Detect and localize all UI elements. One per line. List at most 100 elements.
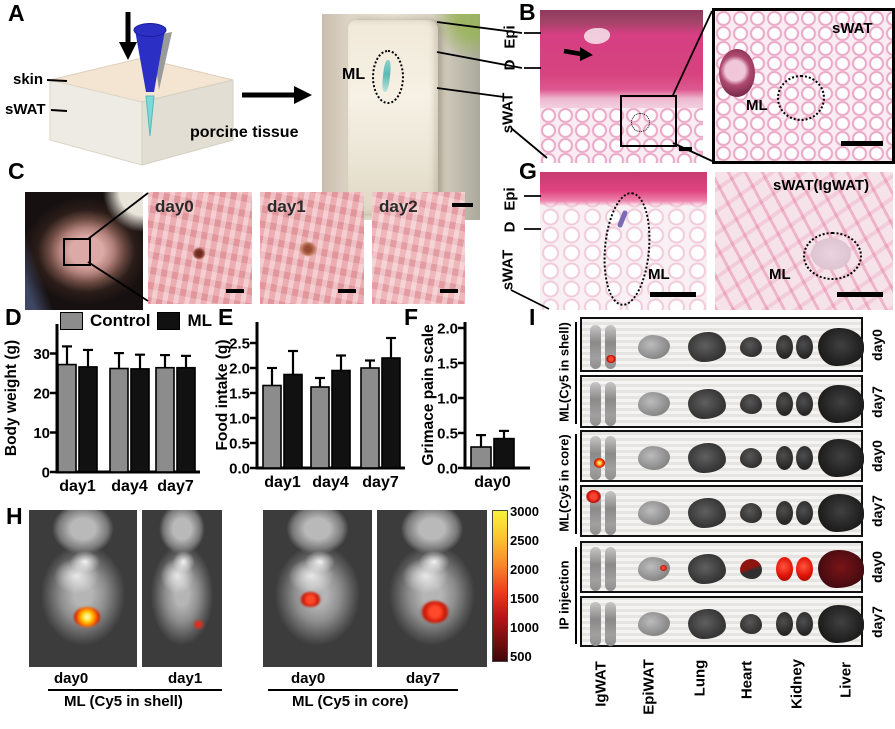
panel-c-label: C [8,158,25,184]
i-group-core-label: ML(Cy5 in core) [556,434,572,532]
organ-liver [818,327,864,366]
organ-kidney [776,446,814,470]
svg-text:day1: day1 [264,474,301,491]
tissue-schematic [46,12,312,166]
legend-swatch-ml [157,312,181,330]
svg-text:day7: day7 [362,474,399,491]
organ-lung [688,388,726,419]
skin-closeup-day0: day0 [148,192,252,304]
svg-text:2.0: 2.0 [229,361,250,378]
svg-text:0.0: 0.0 [437,461,458,478]
day0-label: day0 [155,197,194,216]
svg-text:1.5: 1.5 [437,356,458,373]
organ-liver [818,439,864,477]
porcine-tissue-label: porcine tissue [190,124,299,141]
h-core-day0-label: day0 [291,670,326,687]
g-ml-label: ML [648,266,670,283]
tissue-strip [348,20,438,214]
b-epi-label: Epi [501,25,519,49]
scale-bar [841,141,883,146]
organ-heart [740,503,762,523]
organ-row [580,317,864,372]
organ-heart [740,393,762,414]
swat-label: sWAT [5,101,46,118]
scale-bar [679,147,692,151]
panel-d-label: D [5,304,22,330]
svg-text:day4: day4 [312,474,349,491]
svg-text:10: 10 [33,425,50,442]
colorbar-tick-label: 2000 [510,562,539,577]
chart-legend: Control ML [60,311,212,331]
organ-lung [688,443,726,473]
grimace-chart: 0.0 0.5 1.0 1.5 2.0 day0 Grimace pain scale [420,321,530,491]
b-swat-label: sWAT [499,92,517,134]
cy5-signal [586,490,601,503]
organ-liver [818,384,864,423]
wound-gap [584,28,610,44]
h-core-group-label: ML (Cy5 in core) [292,693,409,710]
panel-h-label: H [6,503,23,529]
organ-heart [740,559,762,579]
organ-row [580,541,864,593]
svg-text:Body weight (g): Body weight (g) [3,340,20,456]
swat-leader-line [50,109,68,112]
b-roi-box [620,95,677,147]
organ-row [580,596,864,647]
panel-f-label: F [404,304,419,330]
svg-text:0.5: 0.5 [437,426,458,443]
colorbar-labels: 3000 2500 2000 1500 1000 500 [510,505,550,670]
i-day-label: day7 [869,385,885,418]
skin-label: skin [13,71,44,88]
day2-label: day2 [379,197,418,216]
g-dermis-label: D [501,221,519,233]
h-core-underline [268,689,458,691]
legend-label-control: Control [90,311,151,330]
colorbar-tick-label: 2500 [510,533,539,548]
i-day-label: day0 [869,551,885,583]
organ-kidney [776,501,814,525]
svg-text:day1: day1 [59,478,96,495]
g-right-ml-label: ML [769,266,791,283]
svg-text:20: 20 [33,386,50,403]
b-inset-ml-label: ML [746,97,768,114]
organ-epiwat [638,446,670,470]
scale-bar [226,289,244,293]
scale-bar [452,203,473,207]
b-histology-image [540,10,703,163]
i-day-label: day0 [869,440,885,472]
body-weight-chart: 0 10 20 30 day1 day4 day7 Body weight (g) [3,324,200,495]
panel-g-label: G [519,158,537,184]
i-day-label: day7 [869,495,885,527]
fluorescence-mouse-shell-day1 [142,510,222,667]
scale-bar [440,289,458,293]
organ-heart [740,613,762,634]
panel-b-label: B [519,0,536,25]
organ-kidney [776,391,814,416]
svg-text:day7: day7 [157,478,194,495]
g-right-title: sWAT(IgWAT) [773,177,870,194]
organ-label-heart: Heart [738,660,756,700]
organ-liver [818,494,864,532]
food-intake-chart: 0.0 0.5 1.0 1.5 2.0 2.5 day1 day4 day7 Food intak… [215,322,405,491]
legend-label-ml: ML [187,311,212,330]
g-right-ml-dotted-circle [803,232,862,280]
colorbar-tick-label: 1000 [510,620,539,635]
organ-lung [688,331,726,362]
svg-text:1.0: 1.0 [229,411,250,428]
organ-igwat [590,601,616,646]
organ-liver [818,550,864,588]
fluorescence-mouse-shell-day0 [29,510,137,667]
fluorescence-signal [193,619,205,629]
i-day-label: day0 [869,328,885,361]
organ-epiwat [638,501,670,525]
mouse-photo [25,192,143,310]
svg-text:Food intake (g): Food intake (g) [215,339,231,450]
to-photo-arrow-head [294,86,312,104]
g-histology-image: ML [540,172,707,310]
b-inset-ml-dotted-circle [777,75,825,121]
h-shell-underline [48,689,222,691]
organ-lung [688,608,726,639]
h-shell-day0-label: day0 [54,670,89,687]
organ-lung [688,554,726,584]
